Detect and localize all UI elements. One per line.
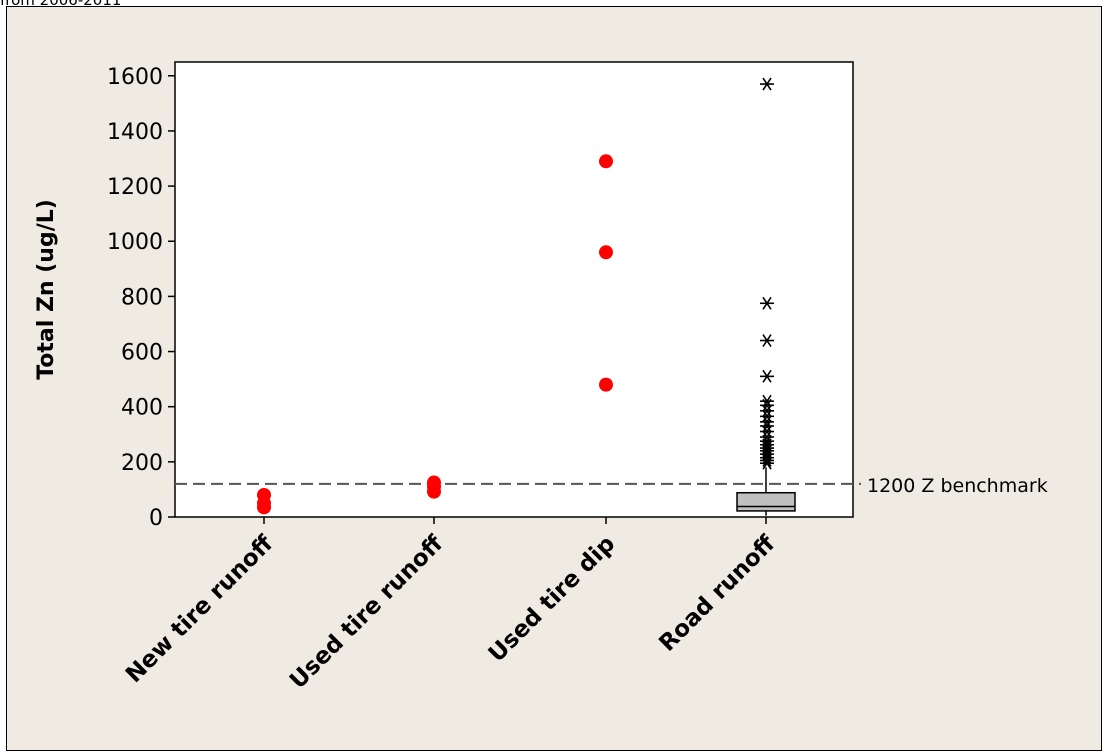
outlier-marker: [760, 398, 774, 412]
y-axis-label: Total Zn (ug/L): [34, 199, 59, 380]
y-tick-label: 1600: [107, 65, 163, 90]
outlier-marker: [760, 404, 774, 418]
outlier-marker: [760, 369, 774, 383]
outlier-marker: [760, 451, 774, 465]
outlier-marker: [760, 334, 774, 347]
outlier-marker: [760, 419, 774, 433]
x-tick-label: Road runoff: [654, 531, 780, 657]
data-point: [427, 484, 441, 499]
outlier-marker: [760, 409, 774, 423]
outlier-marker: [760, 425, 774, 438]
outlier-marker: [760, 77, 774, 91]
y-tick-label: 400: [121, 396, 163, 421]
boxplot-chart: 0 200 400 600 800 1000 1200 1400 1600 Total Zn (u…: [34, 61, 1048, 694]
outlier-marker: [760, 456, 774, 470]
y-tick-label: 200: [121, 451, 163, 476]
outlier-marker: [760, 454, 774, 467]
outlier-marker: [760, 296, 774, 310]
y-tick-label: 1400: [107, 120, 163, 145]
data-point: [599, 154, 613, 169]
y-tick-label: 0: [149, 506, 163, 531]
data-point: [599, 377, 613, 392]
y-tick-label: 1200: [107, 175, 163, 200]
y-tick-label: 600: [121, 341, 163, 366]
y-tick-label: 800: [121, 285, 163, 310]
reference-line-label: 1200 Z benchmark: [867, 475, 1048, 497]
outlier-marker: [760, 441, 774, 455]
y-tick-label: 1000: [107, 230, 163, 255]
data-point: [599, 245, 613, 260]
box: [736, 491, 796, 512]
x-tick-label: Used tire dip: [484, 531, 621, 668]
x-tick-label: Used tire runoff: [285, 531, 448, 694]
x-tick-label: New tire runoff: [121, 531, 279, 689]
plot-area: [174, 61, 854, 518]
data-point: [257, 500, 271, 515]
top-caption: from 2006-2011: [0, 0, 122, 9]
chart-panel: 0 200 400 600 800 1000 1200 1400 1600 Total Zn (u…: [6, 6, 1102, 751]
